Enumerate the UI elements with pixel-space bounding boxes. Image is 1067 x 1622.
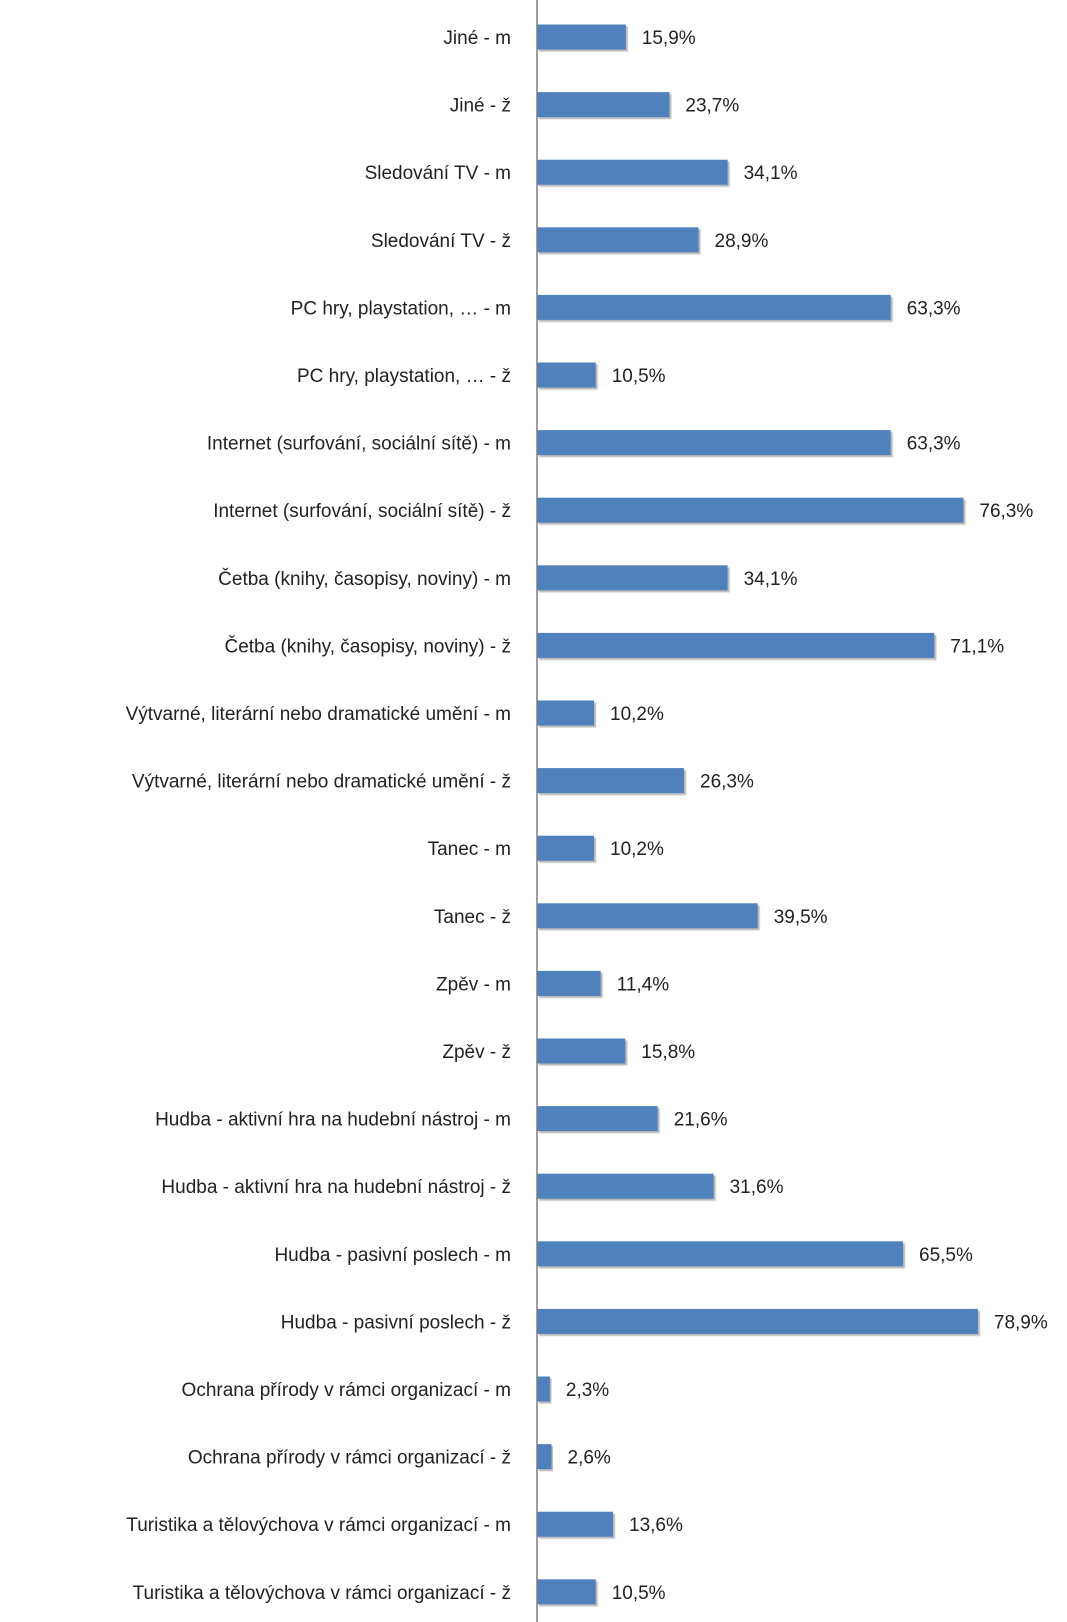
value-label: 65,5% [919,1245,973,1266]
value-label: 15,8% [641,1042,695,1063]
value-label: 21,6% [674,1110,728,1131]
category-label: Hudba - pasivní poslech - m [274,1245,511,1266]
bar [537,430,891,456]
bar-group [537,24,978,1605]
bar [537,565,728,591]
value-labels: 15,9% 23,7% 34,1% 28,9% 63,3% 10,5% 63,3% 76,3%… [566,28,1048,1604]
bar [537,1106,658,1132]
category-label: Tanec - ž [434,907,511,928]
category-label: Výtvarné, literární nebo dramatické uměn… [126,704,511,725]
bar [537,1376,550,1402]
value-label: 63,3% [907,434,961,455]
value-label: 2,3% [566,1380,609,1401]
value-label: 34,1% [744,569,798,590]
bar [537,497,964,523]
value-label: 39,5% [774,907,828,928]
bar [537,632,935,658]
bar [537,1308,978,1334]
bar [537,1444,552,1470]
category-label: Sledování TV - ž [371,231,511,252]
category-label: Zpěv - ž [442,1042,511,1063]
value-label: 71,1% [950,636,1004,657]
value-label: 10,5% [612,1583,666,1604]
category-label: Hudba - aktivní hra na hudební nástroj -… [155,1110,511,1131]
category-label: Tanec - m [428,839,511,860]
category-label: Ochrana přírody v rámci organizací - m [182,1380,511,1401]
bar [537,1511,613,1537]
value-label: 34,1% [744,163,798,184]
category-label: Jiné - m [443,28,511,49]
bar [537,294,891,320]
category-label: Četba (knihy, časopisy, noviny) - ž [224,635,511,657]
category-label: PC hry, playstation, … - m [291,298,511,319]
category-label: Hudba - pasivní poslech - ž [281,1312,511,1333]
bar [537,903,758,929]
value-label: 76,3% [979,501,1033,522]
bar [537,1173,714,1199]
bar [537,159,728,185]
bar [537,362,596,388]
value-label: 13,6% [629,1515,683,1536]
bar [537,970,601,996]
value-label: 15,9% [642,28,696,49]
category-label: Jiné - ž [450,96,511,117]
category-label: Sledování TV - m [365,163,511,184]
category-label: Internet (surfování, sociální sítě) - m [207,434,511,455]
value-label: 10,2% [610,704,664,725]
category-label: Ochrana přírody v rámci organizací - ž [188,1448,511,1469]
category-label: Zpěv - m [436,974,511,995]
value-label: 11,4% [617,974,670,995]
value-label: 63,3% [907,298,961,319]
bar [537,700,594,726]
value-label: 2,6% [568,1448,611,1469]
category-labels: Jiné - m Jiné - ž Sledování TV - m Sledován… [126,28,511,1604]
category-label: PC hry, playstation, … - ž [297,366,511,387]
category-label: Výtvarné, literární nebo dramatické uměn… [132,772,511,793]
bar [537,1038,626,1064]
bar [537,92,670,118]
bar [537,835,594,861]
bar [537,227,699,253]
bar [537,768,684,794]
bar [537,24,626,50]
value-label: 31,6% [730,1177,784,1198]
bar [537,1241,903,1267]
category-label: Turistika a tělovýchova v rámci organiza… [133,1583,511,1604]
bar [537,1579,596,1605]
value-label: 10,5% [612,366,666,387]
category-label: Četba (knihy, časopisy, noviny) - m [218,568,511,590]
value-label: 23,7% [685,96,739,117]
category-label: Internet (surfování, sociální sítě) - ž [213,501,511,522]
value-label: 10,2% [610,839,664,860]
category-label: Turistika a tělovýchova v rámci organiza… [126,1515,511,1536]
category-label: Hudba - aktivní hra na hudební nástroj -… [161,1177,511,1198]
value-label: 78,9% [994,1312,1048,1333]
value-label: 26,3% [700,772,754,793]
value-label: 28,9% [715,231,769,252]
